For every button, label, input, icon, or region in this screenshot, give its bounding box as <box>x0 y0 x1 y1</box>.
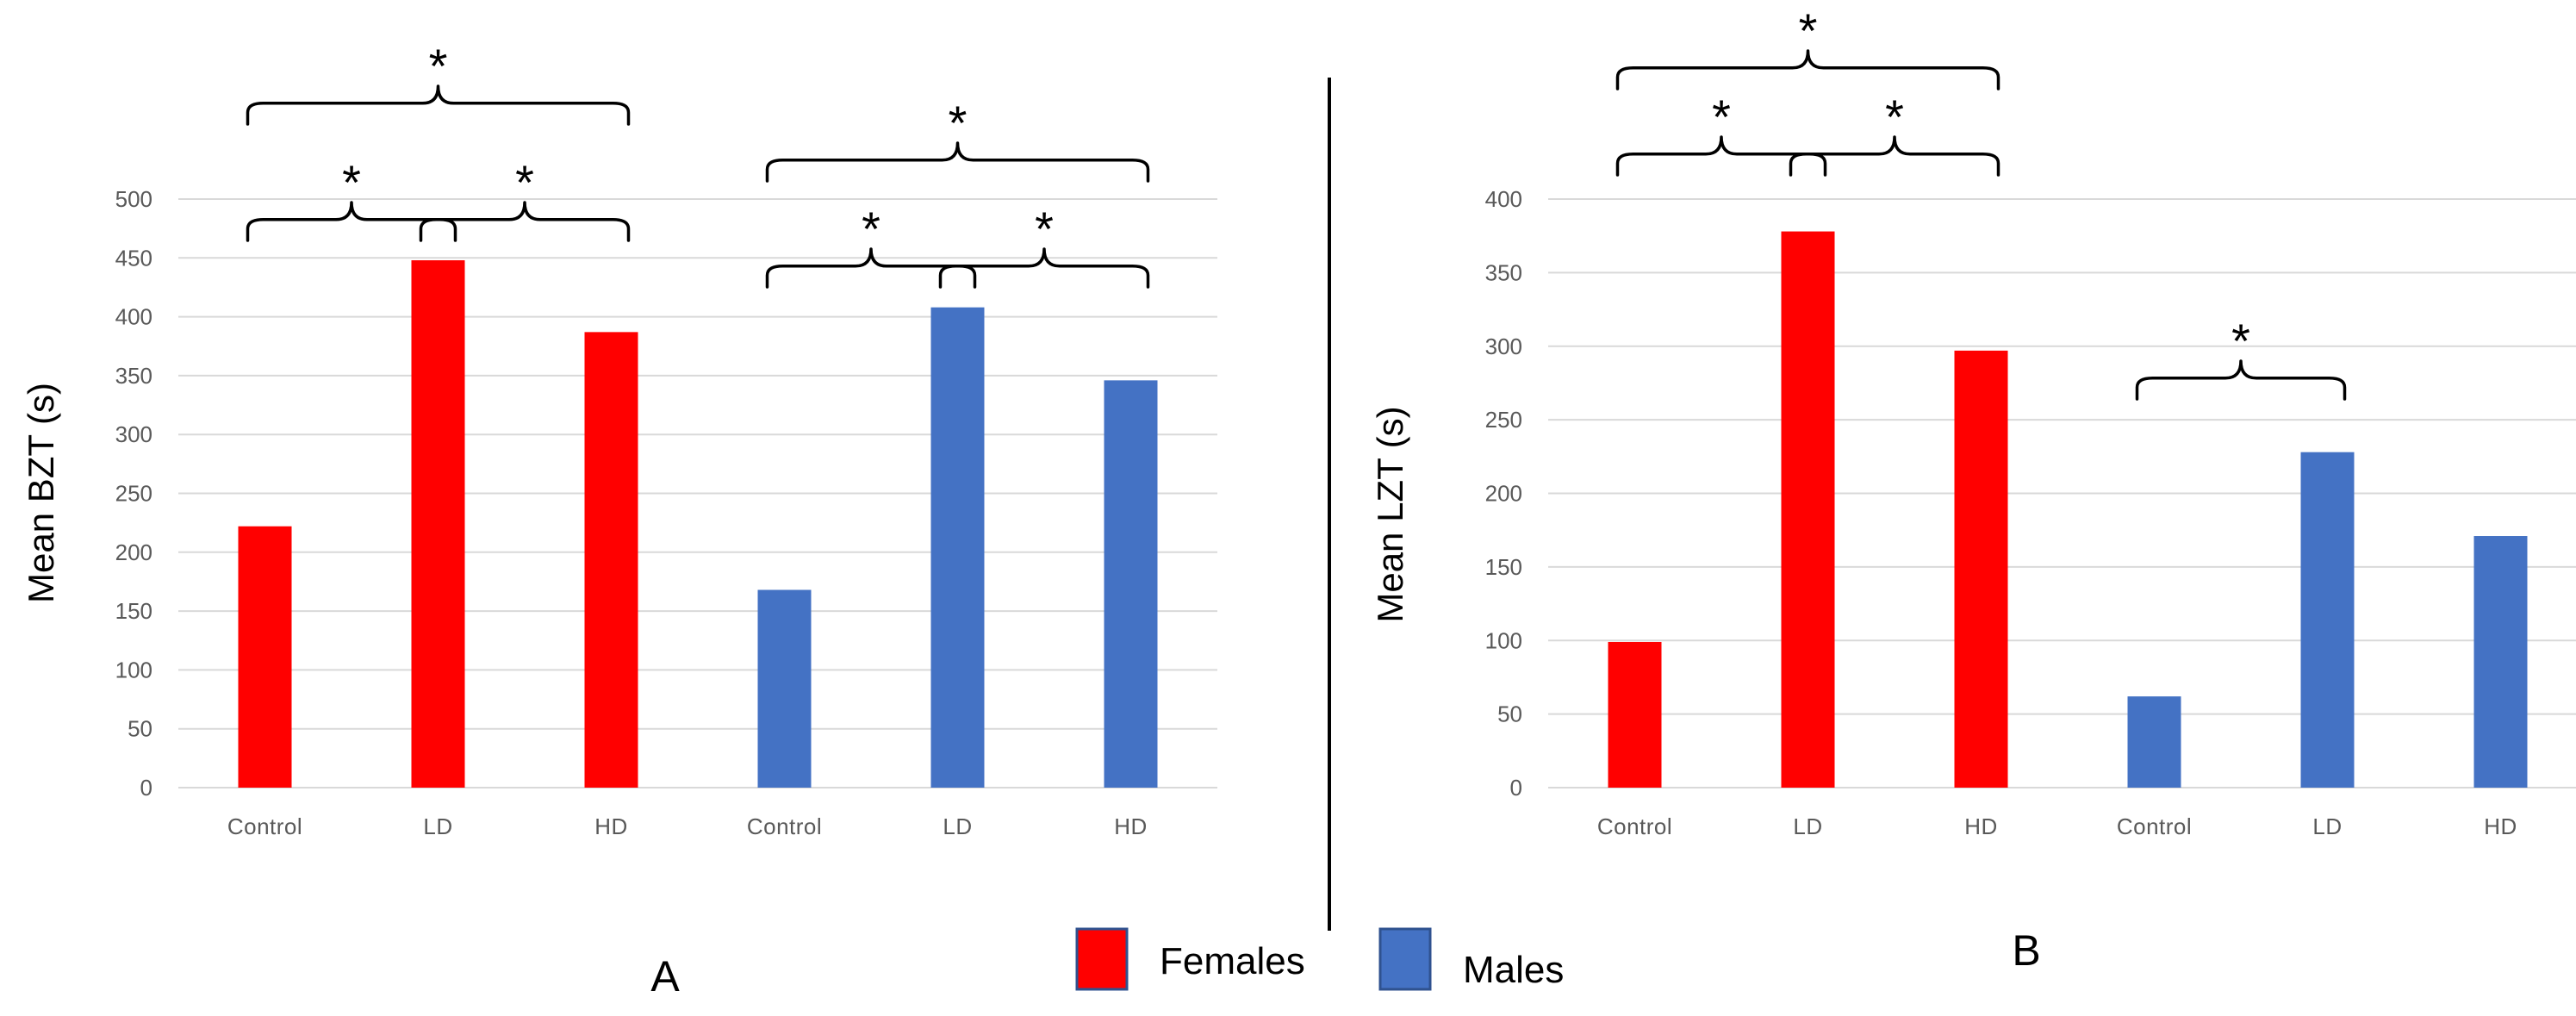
significance-marker: * <box>342 155 361 209</box>
y-tick-label: 50 <box>1497 701 1522 727</box>
significance-marker: * <box>1035 202 1054 256</box>
x-category-label: LD <box>2312 813 2342 839</box>
y-tick-label: 350 <box>1485 259 1522 285</box>
legend-label: Females <box>1160 940 1305 982</box>
y-tick-label: 150 <box>115 598 152 624</box>
y-tick-label: 300 <box>1485 333 1522 359</box>
x-category-label: Control <box>227 813 302 839</box>
legend-swatch <box>1378 927 1432 991</box>
y-tick-label: 50 <box>128 716 152 742</box>
significance-marker: * <box>1799 3 1818 58</box>
bar <box>1608 641 1662 788</box>
significance-marker: * <box>862 202 880 256</box>
bar <box>411 260 465 788</box>
x-category-label: HD <box>1114 813 1148 839</box>
y-tick-label: 450 <box>115 245 152 271</box>
legend-swatch <box>1075 927 1129 991</box>
x-category-label: HD <box>1964 813 1998 839</box>
significance-marker: * <box>2231 314 2250 368</box>
significance-marker: * <box>1712 90 1731 144</box>
significance-marker: * <box>1885 90 1904 144</box>
significance-bracket <box>2135 359 2347 401</box>
x-category-label: HD <box>2484 813 2517 839</box>
x-category-label: Control <box>747 813 822 839</box>
y-tick-label: 0 <box>140 775 152 801</box>
y-tick-label: 100 <box>115 657 152 683</box>
y-tick-label: 400 <box>1485 186 1522 212</box>
x-category-label: LD <box>943 813 972 839</box>
y-tick-label: 200 <box>115 539 152 565</box>
significance-bracket <box>765 141 1150 183</box>
bar <box>238 526 292 788</box>
bar <box>1954 350 2008 788</box>
significance-bracket <box>1789 135 2000 177</box>
y-axis-label: Mean BZT (s) <box>21 383 61 603</box>
panel-a-chart: 0 50 100 150 200 250 300 350 400 450 500 Control LD H… <box>21 39 1217 839</box>
y-tick-label: 500 <box>115 186 152 212</box>
significance-bracket <box>1615 49 2000 90</box>
x-category-label: LD <box>423 813 452 839</box>
x-category-label: Control <box>1597 813 1672 839</box>
legend-label: Males <box>1463 949 1564 991</box>
bar <box>1104 380 1158 788</box>
y-tick-label: 0 <box>1510 775 1522 801</box>
panel-a-letter: A <box>650 952 680 1000</box>
bar <box>584 332 638 788</box>
significance-bracket <box>246 84 631 126</box>
bar <box>2300 452 2355 788</box>
significance-marker: * <box>429 39 448 93</box>
significance-bracket <box>419 201 631 242</box>
y-tick-label: 300 <box>115 421 152 447</box>
bar <box>2127 696 2181 788</box>
bar <box>2473 536 2528 788</box>
legend: Females Males <box>1075 927 1564 991</box>
x-category-label: LD <box>1793 813 1822 839</box>
y-tick-label: 150 <box>1485 554 1522 580</box>
y-tick-label: 200 <box>1485 481 1522 507</box>
bar <box>1781 231 1835 788</box>
y-tick-label: 250 <box>115 481 152 507</box>
y-axis-label: Mean LZT (s) <box>1370 406 1410 622</box>
bar <box>930 307 985 788</box>
x-category-label: HD <box>594 813 628 839</box>
significance-bracket <box>938 247 1150 289</box>
y-tick-label: 100 <box>1485 627 1522 653</box>
significance-marker: * <box>949 96 968 150</box>
panel-b-letter: B <box>2012 926 2040 975</box>
y-tick-label: 250 <box>1485 407 1522 433</box>
y-tick-label: 350 <box>115 363 152 389</box>
y-tick-label: 400 <box>115 304 152 330</box>
panel-b-chart: 0 50 100 150 200 250 300 350 400 Control LD HD Contr… <box>1370 0 2576 839</box>
x-category-label: Control <box>2117 813 2192 839</box>
significance-marker: * <box>515 155 534 209</box>
bar <box>757 589 812 788</box>
